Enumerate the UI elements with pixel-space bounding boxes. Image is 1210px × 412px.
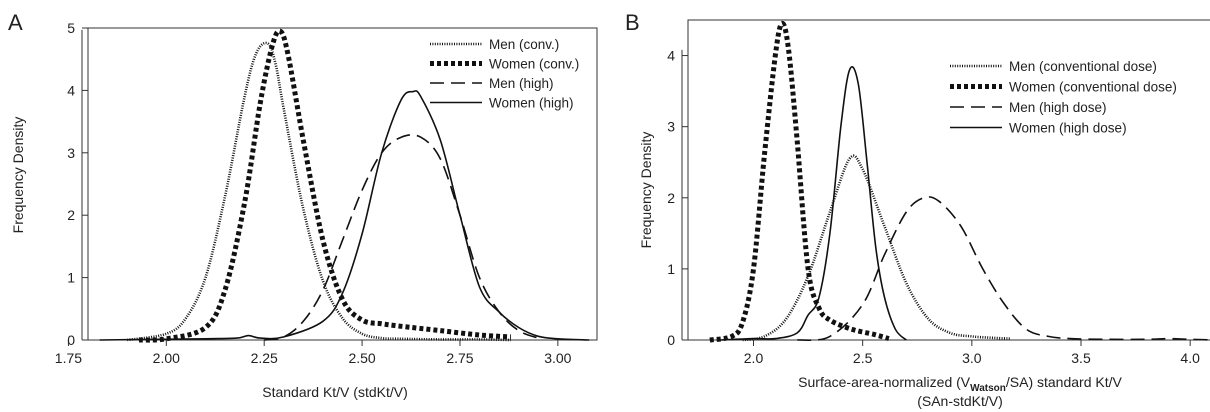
panel-b-y-tick-label: 3 [667,119,675,135]
panel-b-legend-label: Men (conventional dose) [1009,59,1157,74]
panel-a-x-tick-label: 2.75 [446,350,473,366]
panel-a-y-tick-label: 1 [67,270,75,286]
panel-b-y-tick-label: 0 [667,332,675,348]
panel-a-y-axis-title: Frequency Density [10,117,26,234]
panel-b-y-tick-label: 1 [667,261,675,277]
panel-a-x-tick-label: 3.00 [544,350,571,366]
panel-b-series-1 [709,21,890,343]
panel-b-x-tick-label: 2.5 [853,350,873,366]
panel-b: B Frequency Density Surface-area-normali… [625,10,1210,409]
panel-b-series-0 [742,154,1012,342]
panel-a-y-tick-label: 5 [67,20,75,36]
panel-a-y-tick-label: 4 [67,82,75,98]
panel-b-series-3 [720,66,907,341]
panel-a-series-3 [99,90,590,341]
panel-a-y-tick-label: 3 [67,145,75,161]
panel-b-series-2 [797,196,1210,342]
panel-a-series-0 [127,41,511,342]
panel-b-legend-label: Women (conventional dose) [1009,80,1177,95]
panel-a-series-1 [138,28,512,343]
panel-b-y-tick-label: 4 [667,48,675,64]
panel-a: A Frequency Density Standard Kt/V (stdKt… [8,10,598,400]
panel-b-y-axis-title: Frequency Density [638,132,654,249]
panel-a-x-tick-label: 2.25 [251,350,278,366]
panel-a-letter: A [8,10,23,35]
panel-a-plot-frame [87,27,598,341]
panel-a-y-tick-label: 0 [67,332,75,348]
panel-b-x-tick-label: 2.0 [744,350,764,366]
panel-b-x-tick-label: 3.0 [962,350,982,366]
panel-a-series-2 [264,134,539,341]
panel-b-x-axis-title-subscript: Watson [970,383,1006,394]
panel-b-legend-label: Women (high dose) [1009,121,1127,136]
panel-b-x-tick-label: 4.0 [1180,350,1200,366]
panel-b-plot-frame [687,19,1210,341]
panel-b-x-axis-title-suffix: /SA) standard Kt/V [1006,374,1123,390]
panel-a-legend-label: Women (high) [489,96,574,111]
panel-a-x-axis-title: Standard Kt/V (stdKt/V) [262,384,408,400]
panel-b-legend-label: Men (high dose) [1009,100,1107,115]
panel-a-legend-label: Men (conv.) [489,37,559,52]
panel-a-x-tick-label: 2.00 [153,350,180,366]
panel-a-x-tick-label: 1.75 [55,350,82,366]
panel-a-y-tick-label: 2 [67,207,75,223]
panel-a-legend-label: Men (high) [489,76,554,91]
panel-b-x-axis-title: Surface-area-normalized (VWatson/SA) sta… [798,374,1122,394]
panel-a-legend-label: Women (conv.) [489,57,579,72]
panel-b-x-axis-title-line2: (SAn-stdKt/V) [917,393,1003,409]
panel-b-x-axis-title-main: Surface-area-normalized (V [798,374,971,390]
panel-b-y-tick-label: 2 [667,190,675,206]
panel-a-x-tick-label: 2.50 [348,350,375,366]
panel-b-letter: B [625,10,640,35]
panel-b-x-tick-label: 3.5 [1071,350,1091,366]
